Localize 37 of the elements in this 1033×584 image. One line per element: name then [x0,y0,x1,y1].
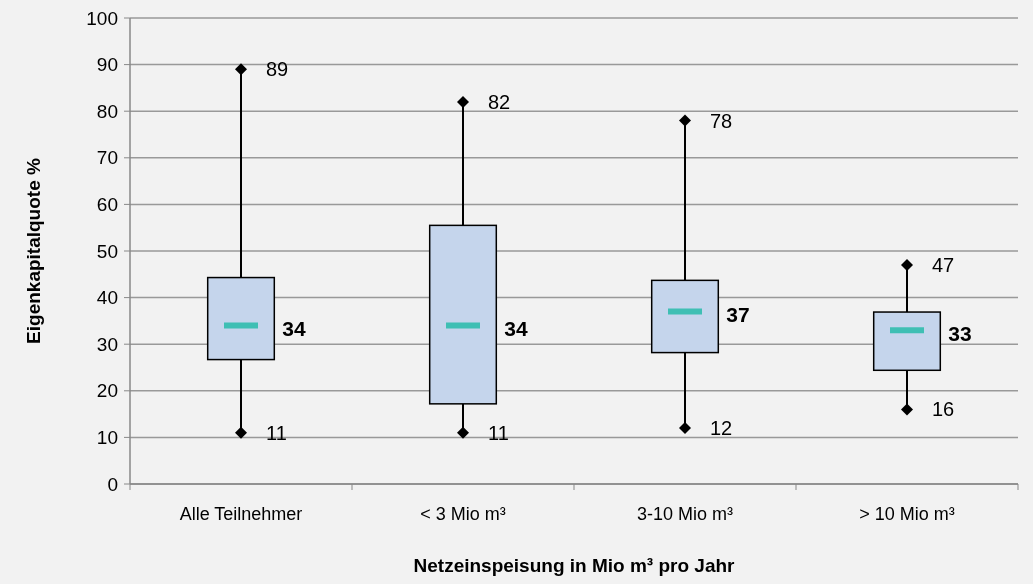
y-tick-label: 20 [96,380,118,402]
annotation: 37 [726,302,750,326]
data-label: 11 [488,421,509,444]
data-label: 16 [932,398,955,421]
x-axis-title: Netzeinspeisung in Mio m³ pro Jahr [413,555,736,576]
y-tick-label: 70 [96,147,118,169]
x-tick-label: Alle Teilnehmer [179,504,303,524]
point [679,422,691,435]
y-tick-label: 60 [96,194,118,216]
data-label: 82 [488,90,511,113]
point [457,426,469,439]
data-label: 78 [710,109,733,132]
point [901,403,913,416]
x-tick-label: < 3 Mio m³ [420,504,506,524]
annotation: 34 [504,316,528,340]
y-tick-label: 100 [86,7,118,29]
x-tick-label: 3-10 Mio m³ [636,504,734,524]
data-label: 47 [932,253,955,276]
point [235,426,247,439]
y-tick-label: 40 [96,287,118,309]
point [457,95,469,108]
y-tick-label: 80 [96,100,118,122]
y-tick-label: 30 [96,333,118,355]
annotation: 34 [282,316,306,340]
data-label: 89 [266,58,289,81]
y-tick-label: 50 [96,240,118,262]
point [679,114,691,127]
data-label: 11 [266,421,287,444]
x-tick-label: > 10 Mio m³ [859,504,955,524]
annotation: 33 [948,321,972,345]
point [901,258,913,271]
y-tick-label: 10 [96,427,118,449]
point [235,63,247,76]
data-label: 12 [710,417,733,440]
y-tick-label: 90 [96,54,118,76]
y-axis-title: Eigenkapitalquote % [23,157,44,344]
y-tick-label: 0 [107,473,118,495]
